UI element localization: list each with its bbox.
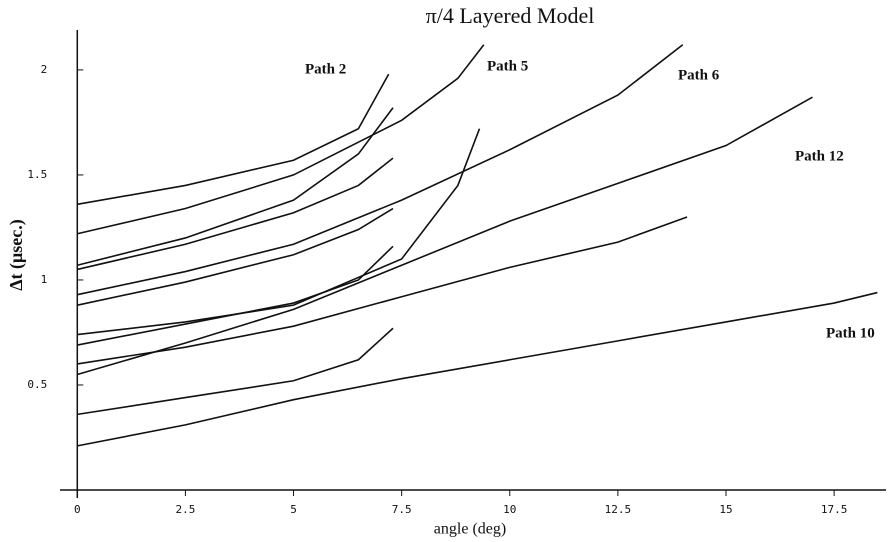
x-axis-label: angle (deg) (434, 521, 506, 538)
y-axis-label: Δt (μsec.) (6, 219, 27, 290)
x-tick-label: 5 (290, 503, 297, 516)
y-tick-label: 1.5 (27, 168, 47, 181)
annotation: Path 10 (826, 325, 875, 341)
curve (77, 107, 394, 267)
curve (77, 96, 813, 376)
curve (77, 128, 481, 336)
y-tick-label: 0.5 (27, 378, 47, 391)
y-tick-label: 1 (41, 273, 48, 286)
x-tick-label: 2.5 (175, 503, 195, 516)
x-tick-label: 0 (74, 503, 81, 516)
x-tick-label: 10 (503, 503, 516, 516)
annotation: Path 5 (487, 58, 528, 74)
x-tick-label: 15 (719, 503, 732, 516)
curve (77, 216, 688, 365)
curve (77, 327, 394, 416)
curve (77, 73, 390, 206)
annotation: Path 6 (678, 67, 720, 83)
annotation: Path 12 (795, 148, 844, 164)
x-tick-label: 17.5 (821, 503, 848, 516)
curve (77, 157, 394, 271)
y-tick-label: 2 (41, 63, 48, 76)
curve (77, 245, 394, 346)
chart-title: π/4 Layered Model (426, 3, 595, 28)
x-tick-label: 7.5 (392, 503, 412, 516)
curve (77, 44, 684, 296)
curve (77, 291, 878, 447)
curve (77, 44, 485, 235)
curve (77, 207, 394, 306)
x-tick-label: 12.5 (605, 503, 632, 516)
annotation: Path 2 (305, 61, 346, 77)
